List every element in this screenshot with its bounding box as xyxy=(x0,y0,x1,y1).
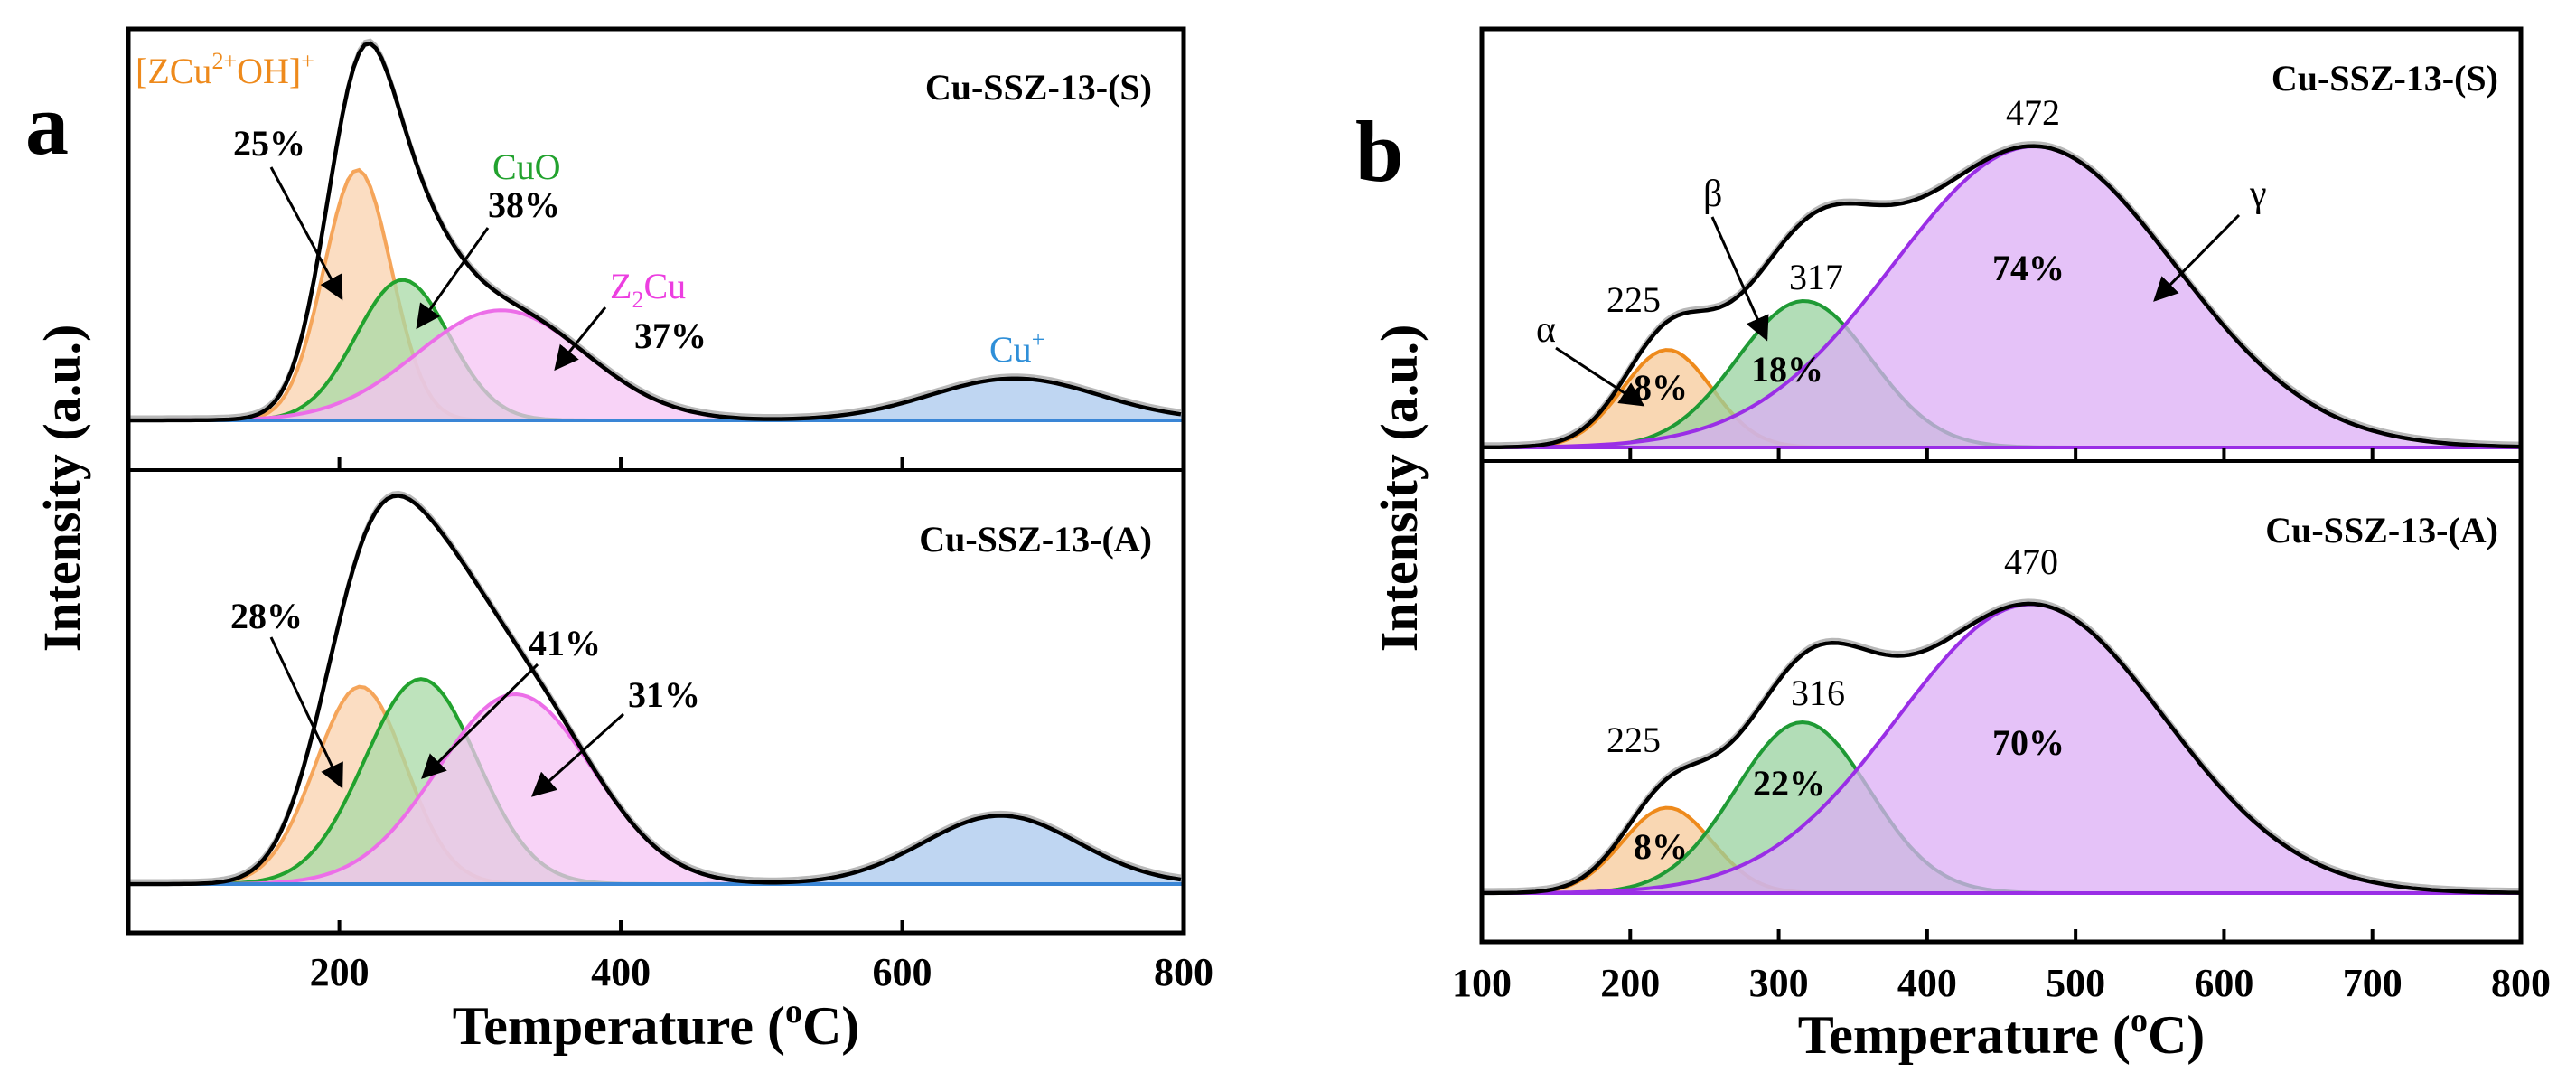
pct-b-bot-3: 70% xyxy=(1992,722,2065,763)
panel-a-x-label: Temperature (oC) xyxy=(453,993,860,1056)
pct-b-top-3: 74% xyxy=(1992,248,2065,288)
panel-b-frame xyxy=(1479,26,2524,945)
pct-b-top-2: 18% xyxy=(1751,349,1823,390)
peak-label-z2cu: Z2Cu xyxy=(610,266,686,313)
x-tick-label-1-7: 800 xyxy=(2491,961,2551,1005)
peak-fill-0-0-2 xyxy=(128,310,1184,420)
peak-fill-0-0-3 xyxy=(128,378,1184,420)
panel-b-bottom-title: Cu-SSZ-13-(A) xyxy=(2265,510,2498,550)
panel-b-top-curves xyxy=(1482,141,2522,450)
peak-temp-b-top-3: 472 xyxy=(2006,92,2060,133)
x-tick-label-1-1: 200 xyxy=(1600,961,1660,1005)
pct-a-top-3: 37% xyxy=(634,315,707,356)
panel-b-x-ticks: 100 200 300 400 500 600 700 800 xyxy=(1452,448,2551,1005)
panel-b-plot: 100 200 300 400 500 600 700 800 Cu-SSZ-13-(S) C… xyxy=(1370,26,2551,1065)
panel-b-bottom-curves xyxy=(1482,598,2522,896)
pct-a-top-1: 25% xyxy=(233,123,305,164)
panel-a-top-curves xyxy=(128,38,1184,423)
peak-temp-b-top-1: 225 xyxy=(1606,279,1661,320)
panel-a-bottom-curves xyxy=(128,490,1184,887)
arrow-a-top-3 xyxy=(554,306,607,372)
arrow-a-top-1 xyxy=(269,166,343,301)
x-tick-label-0-2: 600 xyxy=(873,950,932,994)
fitted-envelope-0-0 xyxy=(128,41,1182,423)
pct-b-bot-2: 22% xyxy=(1753,763,1825,804)
peak-fill-0-1-3 xyxy=(128,815,1184,884)
panel-a-x-ticks: 200 400 600 800 xyxy=(310,457,1213,994)
panel-b-letter: b xyxy=(1355,103,1403,200)
peak-temp-b-bot-2: 316 xyxy=(1791,673,1845,713)
panel-b-x-label: Temperature (oC) xyxy=(1798,1002,2206,1065)
peak-fill-1-0-2 xyxy=(1482,146,2521,447)
fitted-envelope-1-1 xyxy=(1482,601,2522,896)
arrow-a-bot-2 xyxy=(421,663,539,779)
x-tick-label-1-5: 600 xyxy=(2194,961,2253,1005)
peak-label-cuo: CuO xyxy=(492,146,561,187)
panel-a-frame xyxy=(126,26,1186,936)
peak-temp-b-top-2: 317 xyxy=(1789,257,1843,297)
fitted-envelope-1-0 xyxy=(1482,144,2522,450)
arrow-a-bot-1 xyxy=(269,636,343,789)
pct-a-top-2: 38% xyxy=(488,184,560,225)
greek-beta: β xyxy=(1703,174,1722,215)
x-tick-label-0-0: 200 xyxy=(310,950,370,994)
x-tick-label-1-0: 100 xyxy=(1452,961,1512,1005)
x-tick-label-1-3: 400 xyxy=(1897,961,1957,1005)
panel-a-y-label: Intensity (a.u.) xyxy=(33,325,91,653)
peak-temp-b-bot-1: 225 xyxy=(1606,720,1661,760)
experimental-curve-1-0 xyxy=(1482,141,2522,446)
experimental-curve-1-1 xyxy=(1482,598,2522,891)
x-tick-label-0-3: 800 xyxy=(1154,950,1213,994)
pct-a-bot-1: 28% xyxy=(230,596,303,636)
peak-label-zcuoh: [ZCu2+OH]+ xyxy=(136,48,314,91)
peak-label-cuplus: Cu+ xyxy=(989,326,1044,370)
greek-alpha: α xyxy=(1536,309,1556,351)
panel-b-y-label: Intensity (a.u.) xyxy=(1370,325,1429,653)
x-tick-label-0-1: 400 xyxy=(591,950,651,994)
pct-a-bot-3: 31% xyxy=(628,674,700,715)
pct-b-top-1: 8% xyxy=(1634,367,1688,408)
x-tick-label-1-6: 700 xyxy=(2343,961,2403,1005)
peak-temp-b-bot-3: 470 xyxy=(2004,541,2058,582)
panel-a-letter: a xyxy=(25,76,69,173)
pct-b-bot-1: 8% xyxy=(1634,826,1688,867)
panel-a-plot: 200 400 600 800 Cu-SSZ-13-(S) Cu-SSZ-13-(A)… xyxy=(33,26,1213,1056)
x-tick-label-1-2: 300 xyxy=(1749,961,1809,1005)
arrow-a-bot-3 xyxy=(530,712,625,797)
arrow-alpha xyxy=(1555,346,1645,407)
panel-b-top-title: Cu-SSZ-13-(S) xyxy=(2272,58,2498,99)
arrow-a-top-2 xyxy=(416,227,490,330)
panel-a-top-title: Cu-SSZ-13-(S) xyxy=(925,67,1152,108)
peak-fill-0-1-2 xyxy=(128,694,1184,884)
arrow-gamma xyxy=(2153,213,2241,302)
greek-gamma: γ xyxy=(2249,174,2267,215)
panel-a-bottom-title: Cu-SSZ-13-(A) xyxy=(919,519,1152,560)
peak-fill-1-1-2 xyxy=(1482,604,2521,893)
fitted-envelope-0-1 xyxy=(128,494,1182,887)
peak-fill-1-1-1 xyxy=(1482,722,2521,893)
arrow-beta xyxy=(1710,216,1769,342)
pct-a-bot-2: 41% xyxy=(529,623,601,663)
x-tick-label-1-4: 500 xyxy=(2046,961,2105,1005)
